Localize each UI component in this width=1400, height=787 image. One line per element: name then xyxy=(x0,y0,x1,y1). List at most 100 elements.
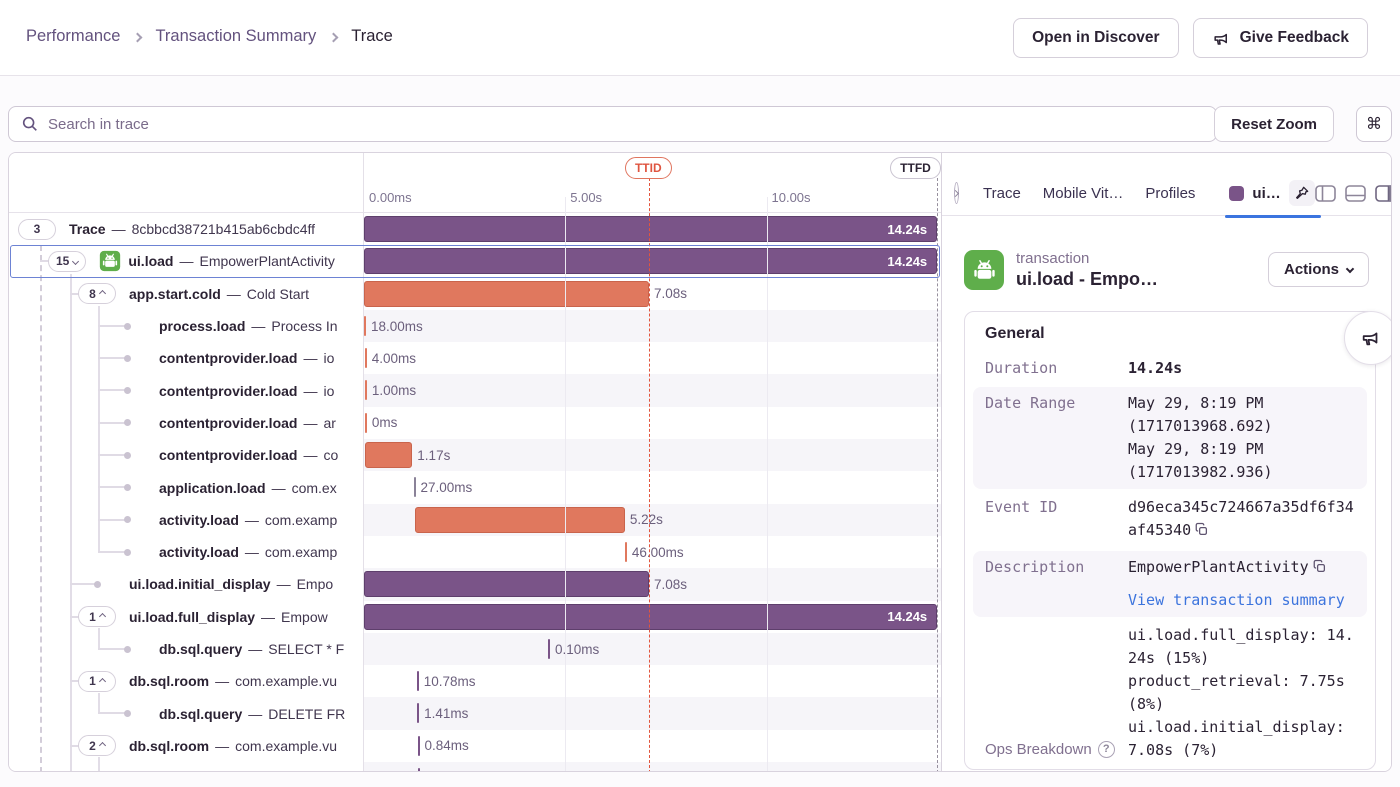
span-bar-row[interactable]: 0.10ms xyxy=(364,632,941,666)
span-tree-row[interactable]: contentprovider.load — io xyxy=(9,374,363,406)
span-duration-bar[interactable] xyxy=(364,348,367,369)
span-duration-bar[interactable]: 14.24s xyxy=(364,248,938,275)
span-duration-bar[interactable] xyxy=(364,412,367,433)
description-row: Description EmpowerPlantActivity View tr… xyxy=(973,551,1367,617)
span-duration-bar[interactable] xyxy=(416,671,419,692)
tree-connector xyxy=(98,712,127,715)
row-marker xyxy=(108,451,146,459)
span-bar-row[interactable]: 27.00ms xyxy=(364,471,941,503)
span-duration-bar[interactable] xyxy=(413,477,416,498)
open-in-discover-button[interactable]: Open in Discover xyxy=(1013,18,1179,58)
separator: — xyxy=(303,447,318,464)
ttid-badge[interactable]: TTID xyxy=(624,157,672,179)
layout-bottom-icon[interactable] xyxy=(1344,184,1366,202)
span-duration-label: 1.17s xyxy=(417,447,451,463)
layout-switcher xyxy=(1314,184,1391,202)
span-tree-row[interactable]: contentprovider.load — co xyxy=(9,439,363,471)
span-tree-row[interactable]: contentprovider.load — ar xyxy=(9,407,363,439)
span-bar-row[interactable]: 0.84ms xyxy=(364,730,941,762)
span-duration-bar[interactable] xyxy=(417,768,420,771)
span-tree-row[interactable]: activity.load — com.examp xyxy=(9,536,363,568)
span-duration-bar[interactable] xyxy=(364,571,649,598)
help-icon[interactable]: ? xyxy=(1097,741,1115,758)
span-bar-row[interactable]: 18.00ms xyxy=(364,309,941,343)
span-tree-row[interactable]: ui.load.initial_display — Empo xyxy=(9,568,363,600)
tree-connector xyxy=(70,583,97,586)
span-bar-row[interactable]: 0ms xyxy=(364,407,941,439)
reset-zoom-button[interactable]: Reset Zoom xyxy=(1214,106,1334,142)
span-duration-bar[interactable] xyxy=(364,315,366,336)
span-duration-bar[interactable]: 14.24s xyxy=(364,216,938,242)
span-bar-row[interactable]: 14.24s xyxy=(364,601,941,633)
span-duration-bar[interactable] xyxy=(417,735,420,756)
expand-panel-button[interactable] xyxy=(951,182,960,204)
span-bar-row[interactable]: 1.41ms xyxy=(364,697,941,730)
tab-trace[interactable]: Trace xyxy=(983,184,1021,202)
span-tree-row[interactable]: db.sql.query — INSERT OR xyxy=(9,762,363,771)
layout-left-icon[interactable] xyxy=(1314,184,1336,202)
span-bar-row[interactable]: 7.08s xyxy=(364,568,941,601)
copy-icon[interactable] xyxy=(1194,521,1209,544)
span-duration-label: 0ms xyxy=(371,415,398,431)
give-feedback-button[interactable]: Give Feedback xyxy=(1192,18,1368,58)
child-count-badge[interactable]: 3 xyxy=(18,218,56,240)
shortcut-command-button[interactable]: ⌘ xyxy=(1356,106,1392,142)
search-input[interactable] xyxy=(48,115,1204,133)
view-transaction-summary-link[interactable]: View transaction summary xyxy=(1128,591,1345,609)
span-tree-row[interactable]: application.load — com.ex xyxy=(9,471,363,503)
span-bar-row[interactable]: 5.22s xyxy=(364,503,941,536)
tab-profiles[interactable]: Profiles xyxy=(1145,184,1196,202)
span-bar-row[interactable]: 14.24s xyxy=(364,213,941,245)
tab-ui-load-active[interactable]: ui… xyxy=(1225,171,1322,218)
span-bar-row[interactable]: 1.17s xyxy=(364,439,941,472)
date-range-line: (1717013968.692) xyxy=(1128,417,1273,435)
expand-collapse-badge[interactable]: 1 xyxy=(78,606,116,628)
span-bar-row[interactable]: 7.08s xyxy=(364,278,941,310)
span-duration-bar[interactable] xyxy=(365,442,413,469)
span-tree-row[interactable]: 2 db.sql.room — com.example.vu xyxy=(9,730,363,762)
span-tree-row[interactable]: db.sql.query — SELECT * F xyxy=(9,633,363,665)
span-bar-row[interactable]: 14.24s xyxy=(364,245,941,277)
span-duration-bar[interactable]: 14.24s xyxy=(364,603,938,630)
actions-button[interactable]: Actions xyxy=(1267,252,1369,287)
expand-collapse-badge[interactable]: 8 xyxy=(78,283,116,305)
span-bar-row[interactable]: 4.00ms xyxy=(364,342,941,374)
expand-collapse-badge[interactable]: 2 xyxy=(78,735,116,757)
span-row-label: process.load — Process In xyxy=(159,318,338,334)
span-tree-row[interactable]: 8 app.start.cold — Cold Start xyxy=(9,278,363,310)
span-tree-row[interactable]: db.sql.query — DELETE FR xyxy=(9,697,363,729)
span-duration-bar[interactable] xyxy=(624,541,627,562)
layout-right-icon[interactable] xyxy=(1374,184,1391,202)
span-op: db.sql.query xyxy=(159,705,243,722)
span-tree-row[interactable]: activity.load — com.examp xyxy=(9,504,363,536)
breadcrumb-transaction-summary[interactable]: Transaction Summary xyxy=(155,27,317,45)
span-duration-label: 27.00ms xyxy=(420,480,473,496)
span-tree-row[interactable]: 1 ui.load.full_display — Empow xyxy=(9,601,363,633)
span-tree-row[interactable]: 3 Trace — 8cbbcd38721b415ab6cbdc4ff xyxy=(9,213,363,245)
description-value: EmpowerPlantActivity View transaction su… xyxy=(1128,556,1367,612)
search-box[interactable] xyxy=(8,106,1217,142)
span-duration-bar[interactable] xyxy=(417,703,420,724)
copy-icon[interactable] xyxy=(1312,558,1327,581)
expand-collapse-badge[interactable]: 1 xyxy=(78,670,116,692)
row-marker xyxy=(108,548,146,556)
span-tree-row[interactable]: contentprovider.load — io xyxy=(9,342,363,374)
span-row-label: db.sql.room — com.example.vu xyxy=(129,673,337,689)
span-tree-row[interactable]: process.load — Process In xyxy=(9,310,363,342)
span-tree-row[interactable]: 15 ui.load — EmpowerPlantActivity xyxy=(9,245,363,277)
feedback-float-button[interactable] xyxy=(1344,311,1391,365)
span-duration-bar[interactable] xyxy=(364,380,367,401)
span-bar-row[interactable]: 46.00ms xyxy=(364,536,941,568)
span-duration-bar[interactable] xyxy=(364,280,649,307)
breadcrumb-performance[interactable]: Performance xyxy=(26,27,121,45)
tab-mobile-vit[interactable]: Mobile Vit… xyxy=(1042,184,1124,202)
ttfd-badge[interactable]: TTFD xyxy=(890,157,941,179)
expand-collapse-badge[interactable]: 15 xyxy=(48,250,87,272)
span-tree-row[interactable]: 1 db.sql.room — com.example.vu xyxy=(9,665,363,697)
span-bar-row[interactable]: 0.70ms xyxy=(364,762,941,771)
span-bar-row[interactable]: 1.00ms xyxy=(364,374,941,407)
span-bar-row[interactable]: 10.78ms xyxy=(364,665,941,697)
pin-icon[interactable] xyxy=(1288,180,1315,206)
span-duration-bar[interactable] xyxy=(414,506,625,533)
span-duration-bar[interactable] xyxy=(547,638,550,659)
